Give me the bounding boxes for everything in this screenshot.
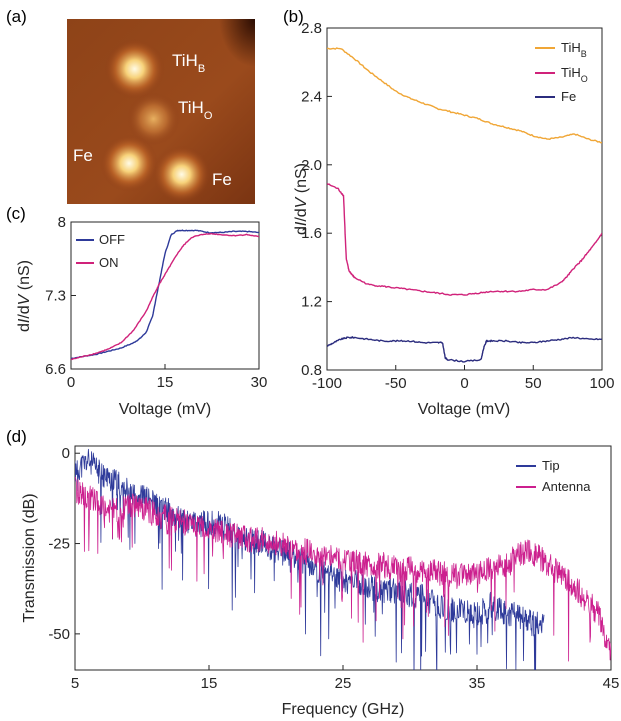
xtick-label-b-3: 50 bbox=[525, 375, 542, 392]
chart-d-legend: Tip Antenna bbox=[516, 458, 591, 494]
xtick-label-b-2: 0 bbox=[460, 375, 468, 392]
ytick-label-b-5: 2.8 bbox=[301, 20, 322, 37]
chart-b-ylabel: dI/dV (nS) bbox=[293, 163, 310, 235]
chart-c-legend: OFF ON bbox=[76, 232, 125, 270]
legend-d-tip: Tip bbox=[542, 458, 560, 473]
xtick-label-d-4: 45 bbox=[603, 675, 620, 692]
chart-d-ylabel: Transmission (dB) bbox=[21, 493, 38, 622]
ytick-label-b-0: 0.8 bbox=[301, 362, 322, 379]
xtick-label-d-2: 25 bbox=[335, 675, 352, 692]
legend-c-on: ON bbox=[99, 255, 119, 270]
panel-label-c: (c) bbox=[6, 204, 26, 223]
stm-feature-1 bbox=[127, 92, 180, 146]
panel-label-b: (b) bbox=[283, 7, 304, 26]
stm-image: TiHB TiHO Fe Fe bbox=[67, 19, 255, 204]
chart-d: 5 15 25 35 45 0 -25 -50 Frequency (GHz) Transmi… bbox=[21, 445, 619, 718]
panel-label-d: (d) bbox=[6, 427, 27, 446]
label-tihb: TiHB bbox=[172, 51, 205, 75]
chart-d-ticks: 5 15 25 35 45 0 -25 -50 bbox=[48, 445, 619, 692]
stm-feature-3 bbox=[152, 145, 211, 204]
chart-c-ylabel: dI/dV (nS) bbox=[16, 260, 33, 332]
ytick-label-d-2: -50 bbox=[48, 626, 70, 643]
chart-b: -100 -50 0 50 100 0.8 1.2 1.6 2.0 2.4 2.8 Voltage … bbox=[293, 20, 615, 418]
series-b-2 bbox=[327, 336, 602, 363]
ytick-label-b-2: 1.6 bbox=[301, 225, 322, 242]
chart-d-series bbox=[75, 448, 611, 670]
xtick-label-c-2: 30 bbox=[251, 374, 268, 391]
xtick-label-d-3: 35 bbox=[469, 675, 486, 692]
xtick-label-c-1: 15 bbox=[157, 374, 174, 391]
xtick-label-c-0: 0 bbox=[67, 374, 75, 391]
ytick-label-c-0: 6.6 bbox=[45, 361, 66, 378]
xtick-label-b-4: 100 bbox=[589, 375, 614, 392]
xtick-label-b-0: -100 bbox=[312, 375, 342, 392]
chart-d-xlabel: Frequency (GHz) bbox=[282, 701, 405, 718]
legend-c-off: OFF bbox=[99, 232, 125, 247]
xtick-label-d-1: 15 bbox=[201, 675, 218, 692]
legend-d-antenna: Antenna bbox=[542, 479, 591, 494]
chart-c-xlabel: Voltage (mV) bbox=[119, 401, 211, 418]
chart-c-ticks: 0 15 30 6.6 7.3 8 bbox=[45, 214, 267, 391]
ytick-label-c-1: 7.3 bbox=[45, 288, 66, 305]
ytick-label-c-2: 8 bbox=[58, 214, 66, 231]
ytick-label-b-4: 2.4 bbox=[301, 88, 322, 105]
chart-b-xlabel: Voltage (mV) bbox=[418, 401, 510, 418]
label-tiho: TiHO bbox=[178, 98, 213, 122]
series-d-0 bbox=[75, 448, 545, 670]
series-c-0 bbox=[71, 229, 259, 360]
ytick-label-b-1: 1.2 bbox=[301, 294, 322, 311]
series-c-1 bbox=[71, 232, 259, 361]
legend-b-tihb: TiHB bbox=[561, 40, 587, 59]
chart-c: 0 15 30 6.6 7.3 8 Voltage (mV) dI/dV (nS) OFF… bbox=[16, 214, 267, 418]
ytick-label-d-0: 0 bbox=[62, 445, 70, 462]
label-fe-1: Fe bbox=[73, 146, 93, 165]
panel-label-a: (a) bbox=[6, 7, 27, 26]
label-fe-2: Fe bbox=[212, 170, 232, 189]
stm-feature-2 bbox=[100, 134, 158, 193]
chart-b-legend: TiHB TiHO Fe bbox=[535, 40, 588, 104]
legend-b-fe: Fe bbox=[561, 89, 576, 104]
series-b-0 bbox=[327, 47, 602, 144]
chart-b-ticks: -100 -50 0 50 100 0.8 1.2 1.6 2.0 2.4 2.8 bbox=[301, 20, 614, 392]
legend-b-tiho: TiHO bbox=[561, 65, 588, 84]
ytick-label-d-1: -25 bbox=[48, 536, 70, 553]
xtick-label-d-0: 5 bbox=[71, 675, 79, 692]
stm-image-dark-corner bbox=[195, 19, 255, 99]
stm-feature-0 bbox=[104, 38, 165, 99]
xtick-label-b-1: -50 bbox=[385, 375, 407, 392]
series-b-1 bbox=[327, 183, 602, 296]
ytick-label-b-3: 2.0 bbox=[301, 157, 322, 174]
stm-features bbox=[100, 38, 211, 204]
chart-b-series bbox=[327, 47, 602, 363]
series-d-1 bbox=[75, 476, 611, 662]
chart-c-series bbox=[71, 229, 259, 361]
